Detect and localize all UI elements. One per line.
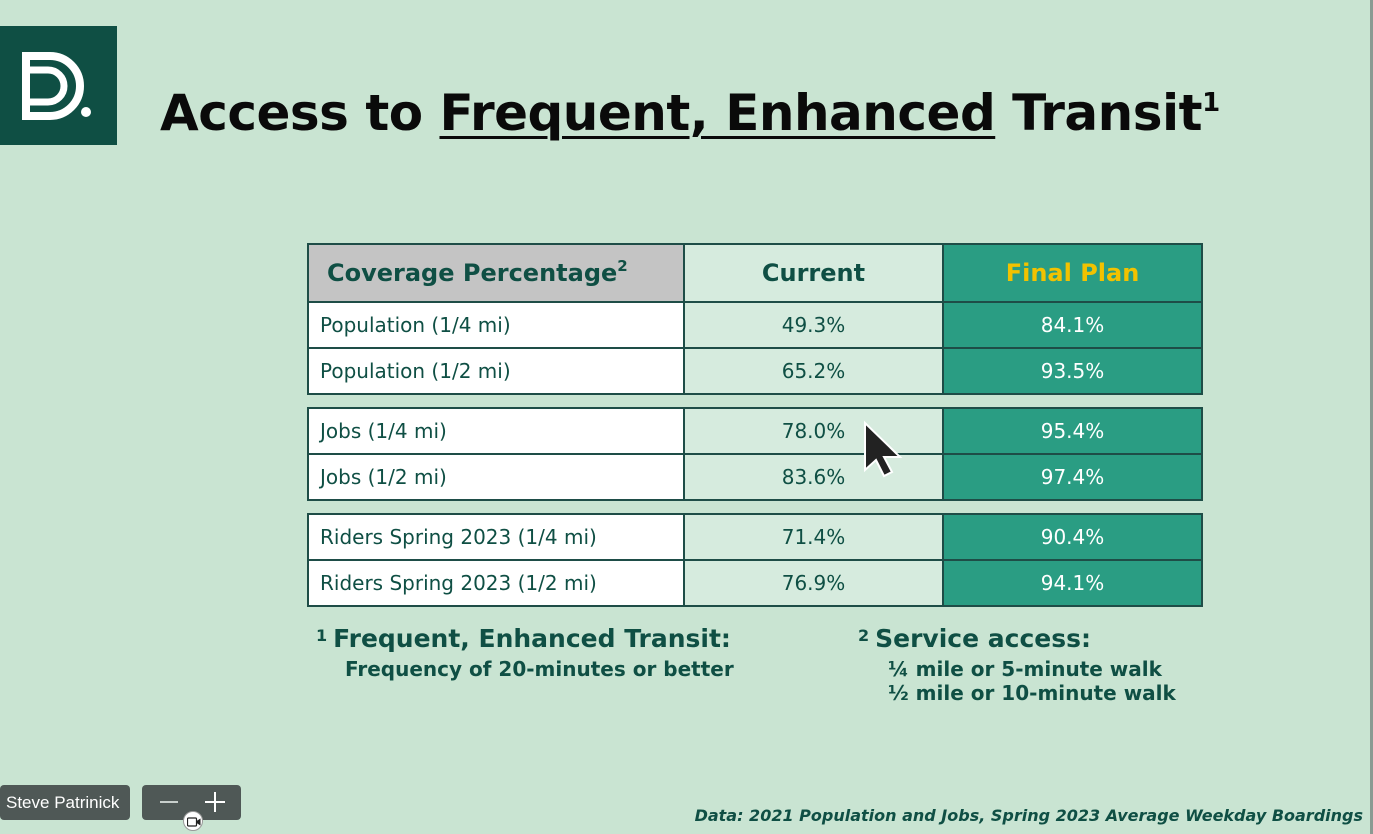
table-row: Population (1/2 mi) 65.2% 93.5% bbox=[307, 347, 1203, 395]
title-underlined: Frequent, Enhanced bbox=[439, 84, 996, 142]
footnote-line: ½ mile or 10-minute walk bbox=[888, 681, 1176, 705]
table-row: Population (1/4 mi) 49.3% 84.1% bbox=[307, 301, 1203, 349]
table-row: Riders Spring 2023 (1/4 mi) 71.4% 90.4% bbox=[307, 513, 1203, 561]
video-camera-icon bbox=[187, 817, 201, 827]
table-header-row: Coverage Percentage2 Current Final Plan bbox=[307, 243, 1203, 303]
slide-title: Access to Frequent, Enhanced Transit1 bbox=[160, 84, 1220, 142]
table-row: Jobs (1/2 mi) 83.6% 97.4% bbox=[307, 453, 1203, 501]
table-group-gap bbox=[308, 500, 1202, 514]
footnote-service-access: 2 Service access: ¼ mile or 5-minute walk… bbox=[858, 624, 1176, 705]
zoom-out-button[interactable] bbox=[160, 801, 178, 803]
row-current: 76.9% bbox=[683, 559, 944, 607]
video-camera-button[interactable] bbox=[183, 811, 203, 831]
footnote-line: ¼ mile or 5-minute walk bbox=[888, 657, 1162, 681]
row-metric: Riders Spring 2023 (1/4 mi) bbox=[307, 513, 685, 561]
footnote-line: Frequency of 20-minutes or better bbox=[345, 657, 734, 681]
row-final: 94.1% bbox=[942, 559, 1203, 607]
row-current: 71.4% bbox=[683, 513, 944, 561]
zoom-in-icon bbox=[214, 792, 216, 812]
header-coverage-percentage: Coverage Percentage2 bbox=[307, 243, 685, 303]
window-edge bbox=[1370, 0, 1373, 834]
row-metric: Jobs (1/2 mi) bbox=[307, 453, 685, 501]
title-suffix: Transit bbox=[995, 84, 1203, 142]
header-final-plan: Final Plan bbox=[942, 243, 1203, 303]
row-final: 97.4% bbox=[942, 453, 1203, 501]
mouse-pointer-icon bbox=[862, 420, 906, 484]
row-metric: Jobs (1/4 mi) bbox=[307, 407, 685, 455]
row-current: 49.3% bbox=[683, 301, 944, 349]
data-source-note: Data: 2021 Population and Jobs, Spring 2… bbox=[694, 806, 1363, 825]
dd-logo-icon bbox=[22, 52, 91, 120]
row-final: 95.4% bbox=[942, 407, 1203, 455]
row-final: 93.5% bbox=[942, 347, 1203, 395]
row-final: 84.1% bbox=[942, 301, 1203, 349]
footnote-heading: 1 Frequent, Enhanced Transit: bbox=[316, 624, 731, 653]
footnote-frequent-transit: 1 Frequent, Enhanced Transit: Frequency o… bbox=[316, 624, 734, 681]
row-current: 78.0% bbox=[683, 407, 944, 455]
row-metric: Riders Spring 2023 (1/2 mi) bbox=[307, 559, 685, 607]
title-superscript: 1 bbox=[1202, 88, 1220, 118]
row-current: 65.2% bbox=[683, 347, 944, 395]
header-current: Current bbox=[683, 243, 944, 303]
table-row: Riders Spring 2023 (1/2 mi) 76.9% 94.1% bbox=[307, 559, 1203, 607]
row-final: 90.4% bbox=[942, 513, 1203, 561]
table-group-gap bbox=[308, 394, 1202, 408]
coverage-table: Coverage Percentage2 Current Final Plan … bbox=[307, 243, 1203, 607]
row-metric: Population (1/2 mi) bbox=[307, 347, 685, 395]
footnote-heading: 2 Service access: bbox=[858, 624, 1091, 653]
table-row: Jobs (1/4 mi) 78.0% 95.4% bbox=[307, 407, 1203, 455]
speaker-name-tag: Steve Patrinick bbox=[0, 785, 130, 820]
row-metric: Population (1/4 mi) bbox=[307, 301, 685, 349]
row-current: 83.6% bbox=[683, 453, 944, 501]
title-prefix: Access to bbox=[160, 84, 440, 142]
organization-logo bbox=[0, 26, 117, 145]
